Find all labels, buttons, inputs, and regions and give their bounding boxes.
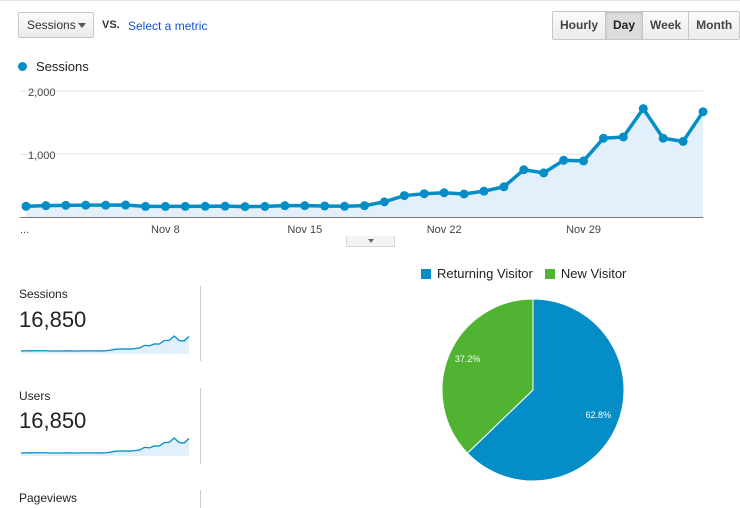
sessions-data-point	[22, 202, 31, 211]
sessions-data-point	[659, 134, 668, 143]
summary-divider	[200, 388, 201, 464]
pie-slice-label: 62.8%	[586, 410, 612, 420]
pie-slice	[442, 299, 533, 453]
sessions-data-point	[639, 104, 648, 113]
sessions-sparkline	[20, 332, 190, 354]
legend-new-visitor[interactable]: New Visitor	[545, 266, 627, 281]
sessions-data-point	[599, 134, 608, 143]
sessions-data-point	[619, 132, 628, 141]
new-visitor-swatch-icon	[545, 269, 555, 279]
x-tick-label: Nov 22	[427, 224, 462, 236]
collapse-arrow-icon	[368, 239, 374, 243]
sessions-data-point	[579, 156, 588, 165]
x-tick-label: Nov 8	[151, 224, 180, 236]
collapse-chart-toggle[interactable]	[346, 236, 395, 247]
sessions-data-point	[559, 156, 568, 165]
sessions-data-point	[41, 201, 50, 210]
legend-new-label: New Visitor	[561, 266, 627, 281]
pie-slice	[467, 299, 624, 481]
summary-divider	[200, 286, 201, 361]
sessions-data-point	[221, 202, 230, 211]
sessions-data-point	[400, 191, 409, 200]
sessions-data-point	[201, 202, 210, 211]
legend-returning-visitor[interactable]: Returning Visitor	[421, 266, 533, 281]
sessions-data-point	[699, 107, 708, 116]
sessions-data-point	[181, 202, 190, 211]
legend-returning-label: Returning Visitor	[437, 266, 533, 281]
sessions-data-point	[539, 168, 548, 177]
summary-pageviews-label: Pageviews	[19, 491, 77, 505]
x-tick-label: ...	[20, 224, 29, 236]
sessions-data-point	[679, 137, 688, 146]
pie-slice-label: 37.2%	[455, 354, 481, 364]
sessions-data-point	[479, 187, 488, 196]
sessions-data-point	[420, 189, 429, 198]
returning-visitor-swatch-icon	[421, 269, 431, 279]
sessions-data-point	[320, 201, 329, 210]
sessions-data-point	[360, 201, 369, 210]
sessions-data-point	[61, 201, 70, 210]
y-tick-label: 1,000	[28, 150, 56, 162]
summary-sessions-value: 16,850	[19, 307, 86, 333]
sessions-data-point	[260, 202, 269, 211]
sessions-data-point	[101, 201, 110, 210]
sessions-data-point	[81, 201, 90, 210]
summary-users-value: 16,850	[19, 408, 86, 434]
sessions-area	[26, 109, 703, 217]
summary-divider	[200, 490, 201, 508]
sessions-data-point	[280, 201, 289, 210]
sessions-data-point	[300, 201, 309, 210]
users-sparkline	[20, 434, 190, 456]
sessions-line-chart: 1,000 2,000... Nov 8 Nov 15 Nov 22 Nov 29	[0, 0, 740, 240]
pie-legend: Returning Visitor New Visitor	[421, 266, 638, 281]
sessions-data-point	[121, 201, 130, 210]
x-tick-label: Nov 29	[566, 224, 601, 236]
y-tick-label: 2,000	[28, 87, 56, 99]
sessions-data-point	[460, 190, 469, 199]
summary-users-label: Users	[19, 389, 50, 403]
sessions-data-point	[519, 165, 528, 174]
x-tick-label: Nov 15	[287, 224, 322, 236]
sessions-data-point	[241, 202, 250, 211]
sessions-data-point	[340, 202, 349, 211]
sessions-data-point	[141, 202, 150, 211]
sessions-data-point	[499, 182, 508, 191]
sessions-data-point	[161, 202, 170, 211]
summary-sessions-label: Sessions	[19, 287, 68, 301]
sessions-data-point	[380, 197, 389, 206]
sessions-data-point	[440, 188, 449, 197]
